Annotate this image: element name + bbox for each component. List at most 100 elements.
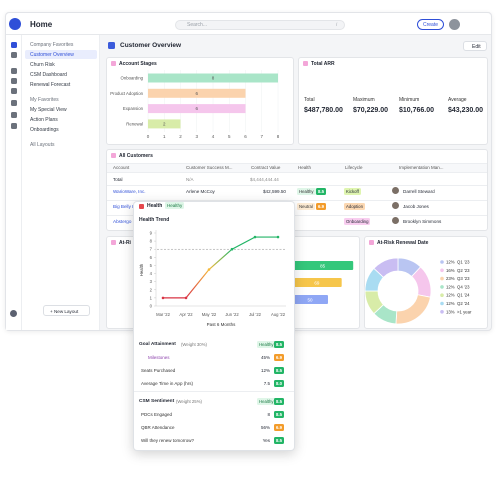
status-badge: Healthy	[257, 398, 276, 405]
metric-name: Seats Purchased	[141, 368, 176, 373]
column-header: Implementation Man...	[399, 165, 444, 170]
health-icon	[139, 204, 144, 209]
bar-value-label: 2	[163, 122, 166, 127]
column-header: Customer Success M...	[186, 165, 233, 170]
contract-cell: $42,599.50	[263, 189, 286, 194]
row-divider	[107, 200, 487, 201]
trend-line	[163, 236, 278, 299]
section-title: CSM Sentiment	[139, 399, 175, 404]
y-tick-label: 2	[150, 287, 153, 292]
search-shortcut: /	[336, 22, 338, 27]
status-badge: Healthy	[257, 341, 276, 348]
account-link[interactable]: Abstergo	[113, 219, 132, 224]
table-header-bg	[107, 163, 487, 173]
y-tick-label: 5	[150, 263, 153, 268]
trend-title: Health Trend	[139, 217, 170, 223]
metric-name: QBR Attendance	[141, 425, 175, 430]
category-label: Renewal	[126, 121, 143, 126]
metric-name[interactable]: Milestones	[148, 355, 170, 360]
total-cell: $4,444,444.44	[250, 177, 279, 182]
metric-value: 12%	[260, 368, 270, 373]
stat-value: $43,230.00	[448, 107, 484, 114]
x-tick-label: 6	[244, 134, 247, 139]
search-box[interactable]	[175, 20, 345, 30]
stat-label: Minimum	[399, 97, 420, 103]
stat-label: Maximum	[353, 97, 375, 103]
total-cell: Total	[113, 177, 123, 182]
x-tick-label: 2	[179, 134, 182, 139]
trend-point	[207, 268, 211, 271]
column-header: Account	[113, 165, 130, 170]
x-tick-label: Jun '22	[225, 312, 239, 317]
score-badge: 8.5	[274, 398, 284, 405]
bar	[292, 295, 328, 304]
sidebar-item[interactable]: My Special View	[30, 107, 67, 113]
card	[298, 57, 488, 145]
section-title: Goal Attainment	[139, 342, 176, 347]
y-axis-label: Health	[139, 263, 144, 276]
legend-swatch	[440, 260, 444, 264]
nav-icon[interactable]	[11, 78, 17, 84]
nav-icon[interactable]	[11, 88, 17, 94]
bar-value-label: 6	[195, 106, 198, 111]
bar	[292, 278, 342, 287]
help-icon[interactable]	[10, 310, 17, 317]
bar	[148, 119, 181, 129]
new-layout-button[interactable]: + New Layout	[43, 305, 90, 316]
nav-icon[interactable]	[11, 100, 17, 106]
card-title: Account Stages	[119, 61, 157, 67]
sidebar-group-title[interactable]: Company Favorites	[30, 42, 74, 48]
bar-value-label: 8	[212, 76, 215, 81]
lifecycle-badge: Adoption	[344, 203, 365, 210]
nav-icon[interactable]	[11, 52, 17, 58]
create-button[interactable]: Create	[417, 19, 444, 30]
metric-value: 8	[267, 412, 270, 417]
card-icon	[111, 61, 116, 66]
nav-icon[interactable]	[11, 68, 17, 74]
sidebar-group-title[interactable]: My Favorites	[30, 97, 59, 103]
x-tick-label: Aug '22	[271, 312, 286, 317]
edit-button[interactable]: Edit	[463, 41, 487, 51]
page-heading: Home	[30, 20, 53, 29]
card-title: At-Risk Renewal Date	[377, 240, 429, 246]
card-title: At-Ri	[119, 240, 131, 246]
x-axis-label: Past 6 Months	[207, 322, 237, 327]
sidebar-item[interactable]: CSM Dashboard	[30, 72, 67, 78]
nav-icon[interactable]	[11, 112, 17, 118]
manager-avatar	[392, 217, 399, 224]
x-tick-label: 4	[212, 134, 215, 139]
nav-icon[interactable]	[11, 123, 17, 129]
sidebar-item[interactable]: Action Plans	[30, 117, 58, 123]
status-badge: Healthy	[165, 202, 185, 209]
legend-label: Q2 '24	[457, 301, 470, 306]
nav-icon[interactable]	[11, 42, 17, 48]
sidebar-item[interactable]: Customer Overview	[30, 52, 74, 58]
sidebar-item[interactable]: Onboardings	[30, 127, 59, 133]
score-badge: 8.5	[274, 411, 284, 418]
bar	[148, 73, 278, 83]
x-tick-label: 1	[163, 134, 166, 139]
score-badge: 8.0	[274, 380, 284, 387]
card-icon	[369, 240, 374, 245]
score-badge: 8.5	[316, 188, 326, 195]
trend-point	[276, 235, 280, 239]
score-badge: 8.5	[274, 437, 284, 444]
metric-value: 45%	[260, 355, 270, 360]
bar-value-label: 69	[314, 280, 320, 285]
legend-value: 12%	[446, 284, 455, 289]
divider	[134, 391, 294, 392]
bar	[292, 261, 354, 270]
sidebar-item[interactable]: Renewal Forecast	[30, 82, 71, 88]
account-link[interactable]: WarioWare, Inc.	[113, 189, 146, 194]
sidebar-group-title[interactable]: All Layouts	[30, 142, 55, 148]
stat-value: $487,780.00	[304, 107, 343, 114]
legend-swatch	[440, 301, 444, 306]
account-link[interactable]: Big Belly B	[113, 204, 136, 209]
sidebar-item[interactable]: Churn Risk	[30, 62, 55, 68]
health-badge: Healthy	[297, 188, 316, 195]
avatar	[449, 19, 460, 30]
page-icon	[108, 42, 115, 49]
legend-value: 13%	[446, 309, 455, 314]
manager-avatar	[392, 202, 399, 209]
